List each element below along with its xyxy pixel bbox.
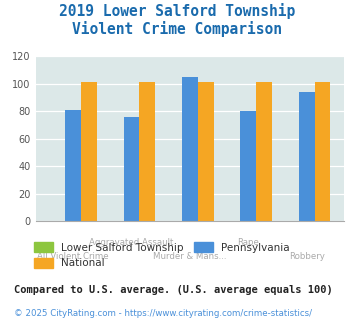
Bar — [240, 111, 256, 221]
Bar — [65, 110, 81, 221]
Text: © 2025 CityRating.com - https://www.cityrating.com/crime-statistics/: © 2025 CityRating.com - https://www.city… — [14, 309, 312, 317]
Text: Robbery: Robbery — [289, 252, 324, 261]
Bar — [81, 82, 97, 221]
Bar — [315, 82, 330, 221]
Bar — [124, 116, 140, 221]
Bar — [299, 92, 315, 221]
Text: Murder & Mans...: Murder & Mans... — [153, 252, 227, 261]
Bar — [140, 82, 155, 221]
Text: Rape: Rape — [237, 238, 259, 247]
Text: 2019 Lower Salford Township: 2019 Lower Salford Township — [59, 3, 296, 19]
Text: All Violent Crime: All Violent Crime — [37, 252, 109, 261]
Bar — [182, 77, 198, 221]
Bar — [198, 82, 214, 221]
Text: Compared to U.S. average. (U.S. average equals 100): Compared to U.S. average. (U.S. average … — [14, 285, 333, 295]
Bar — [256, 82, 272, 221]
Legend: Lower Salford Township, National, Pennsylvania: Lower Salford Township, National, Pennsy… — [30, 238, 294, 273]
Text: Violent Crime Comparison: Violent Crime Comparison — [72, 21, 283, 37]
Text: Aggravated Assault: Aggravated Assault — [89, 238, 174, 247]
